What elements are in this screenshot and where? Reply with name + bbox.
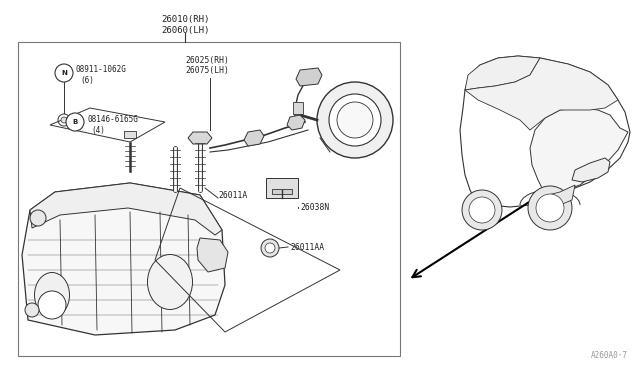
Polygon shape xyxy=(197,238,228,272)
Circle shape xyxy=(58,114,70,126)
Polygon shape xyxy=(244,130,264,146)
Circle shape xyxy=(38,291,66,319)
Circle shape xyxy=(30,210,46,226)
Text: 08146-6165G: 08146-6165G xyxy=(87,115,138,124)
Circle shape xyxy=(528,186,572,230)
Text: (6): (6) xyxy=(80,77,94,86)
Circle shape xyxy=(469,197,495,223)
Polygon shape xyxy=(465,56,540,90)
Circle shape xyxy=(55,64,73,82)
Polygon shape xyxy=(548,185,575,205)
Bar xyxy=(272,189,292,194)
Circle shape xyxy=(261,239,279,257)
Polygon shape xyxy=(287,115,305,130)
Polygon shape xyxy=(22,183,225,335)
Circle shape xyxy=(25,303,39,317)
Circle shape xyxy=(265,243,275,253)
Text: N: N xyxy=(61,70,67,76)
Text: B: B xyxy=(72,119,77,125)
Ellipse shape xyxy=(147,254,193,310)
Text: 26025(RH): 26025(RH) xyxy=(185,55,229,64)
Text: 26038N: 26038N xyxy=(300,202,329,212)
Circle shape xyxy=(61,117,67,123)
Polygon shape xyxy=(572,158,610,182)
Polygon shape xyxy=(188,132,212,144)
Circle shape xyxy=(317,82,393,158)
Polygon shape xyxy=(30,183,222,235)
Polygon shape xyxy=(465,58,618,130)
Polygon shape xyxy=(460,56,630,207)
Text: 26011A: 26011A xyxy=(218,192,247,201)
Circle shape xyxy=(536,194,564,222)
Bar xyxy=(266,178,298,198)
Text: 26011AA: 26011AA xyxy=(290,243,324,251)
Bar xyxy=(124,131,136,138)
Circle shape xyxy=(329,94,381,146)
Text: (4): (4) xyxy=(91,125,105,135)
Circle shape xyxy=(337,102,373,138)
Polygon shape xyxy=(530,108,628,195)
Text: 26010(RH): 26010(RH) xyxy=(161,15,209,24)
Polygon shape xyxy=(296,68,322,86)
Text: 26060(LH): 26060(LH) xyxy=(161,26,209,35)
Circle shape xyxy=(462,190,502,230)
Text: 08911-1062G: 08911-1062G xyxy=(76,65,127,74)
Ellipse shape xyxy=(35,273,70,317)
Text: A260A0·7: A260A0·7 xyxy=(591,351,628,360)
Circle shape xyxy=(66,113,84,131)
Bar xyxy=(293,102,303,114)
Text: 26339: 26339 xyxy=(332,144,356,153)
Bar xyxy=(18,42,400,356)
Text: 26075(LH): 26075(LH) xyxy=(185,65,229,74)
